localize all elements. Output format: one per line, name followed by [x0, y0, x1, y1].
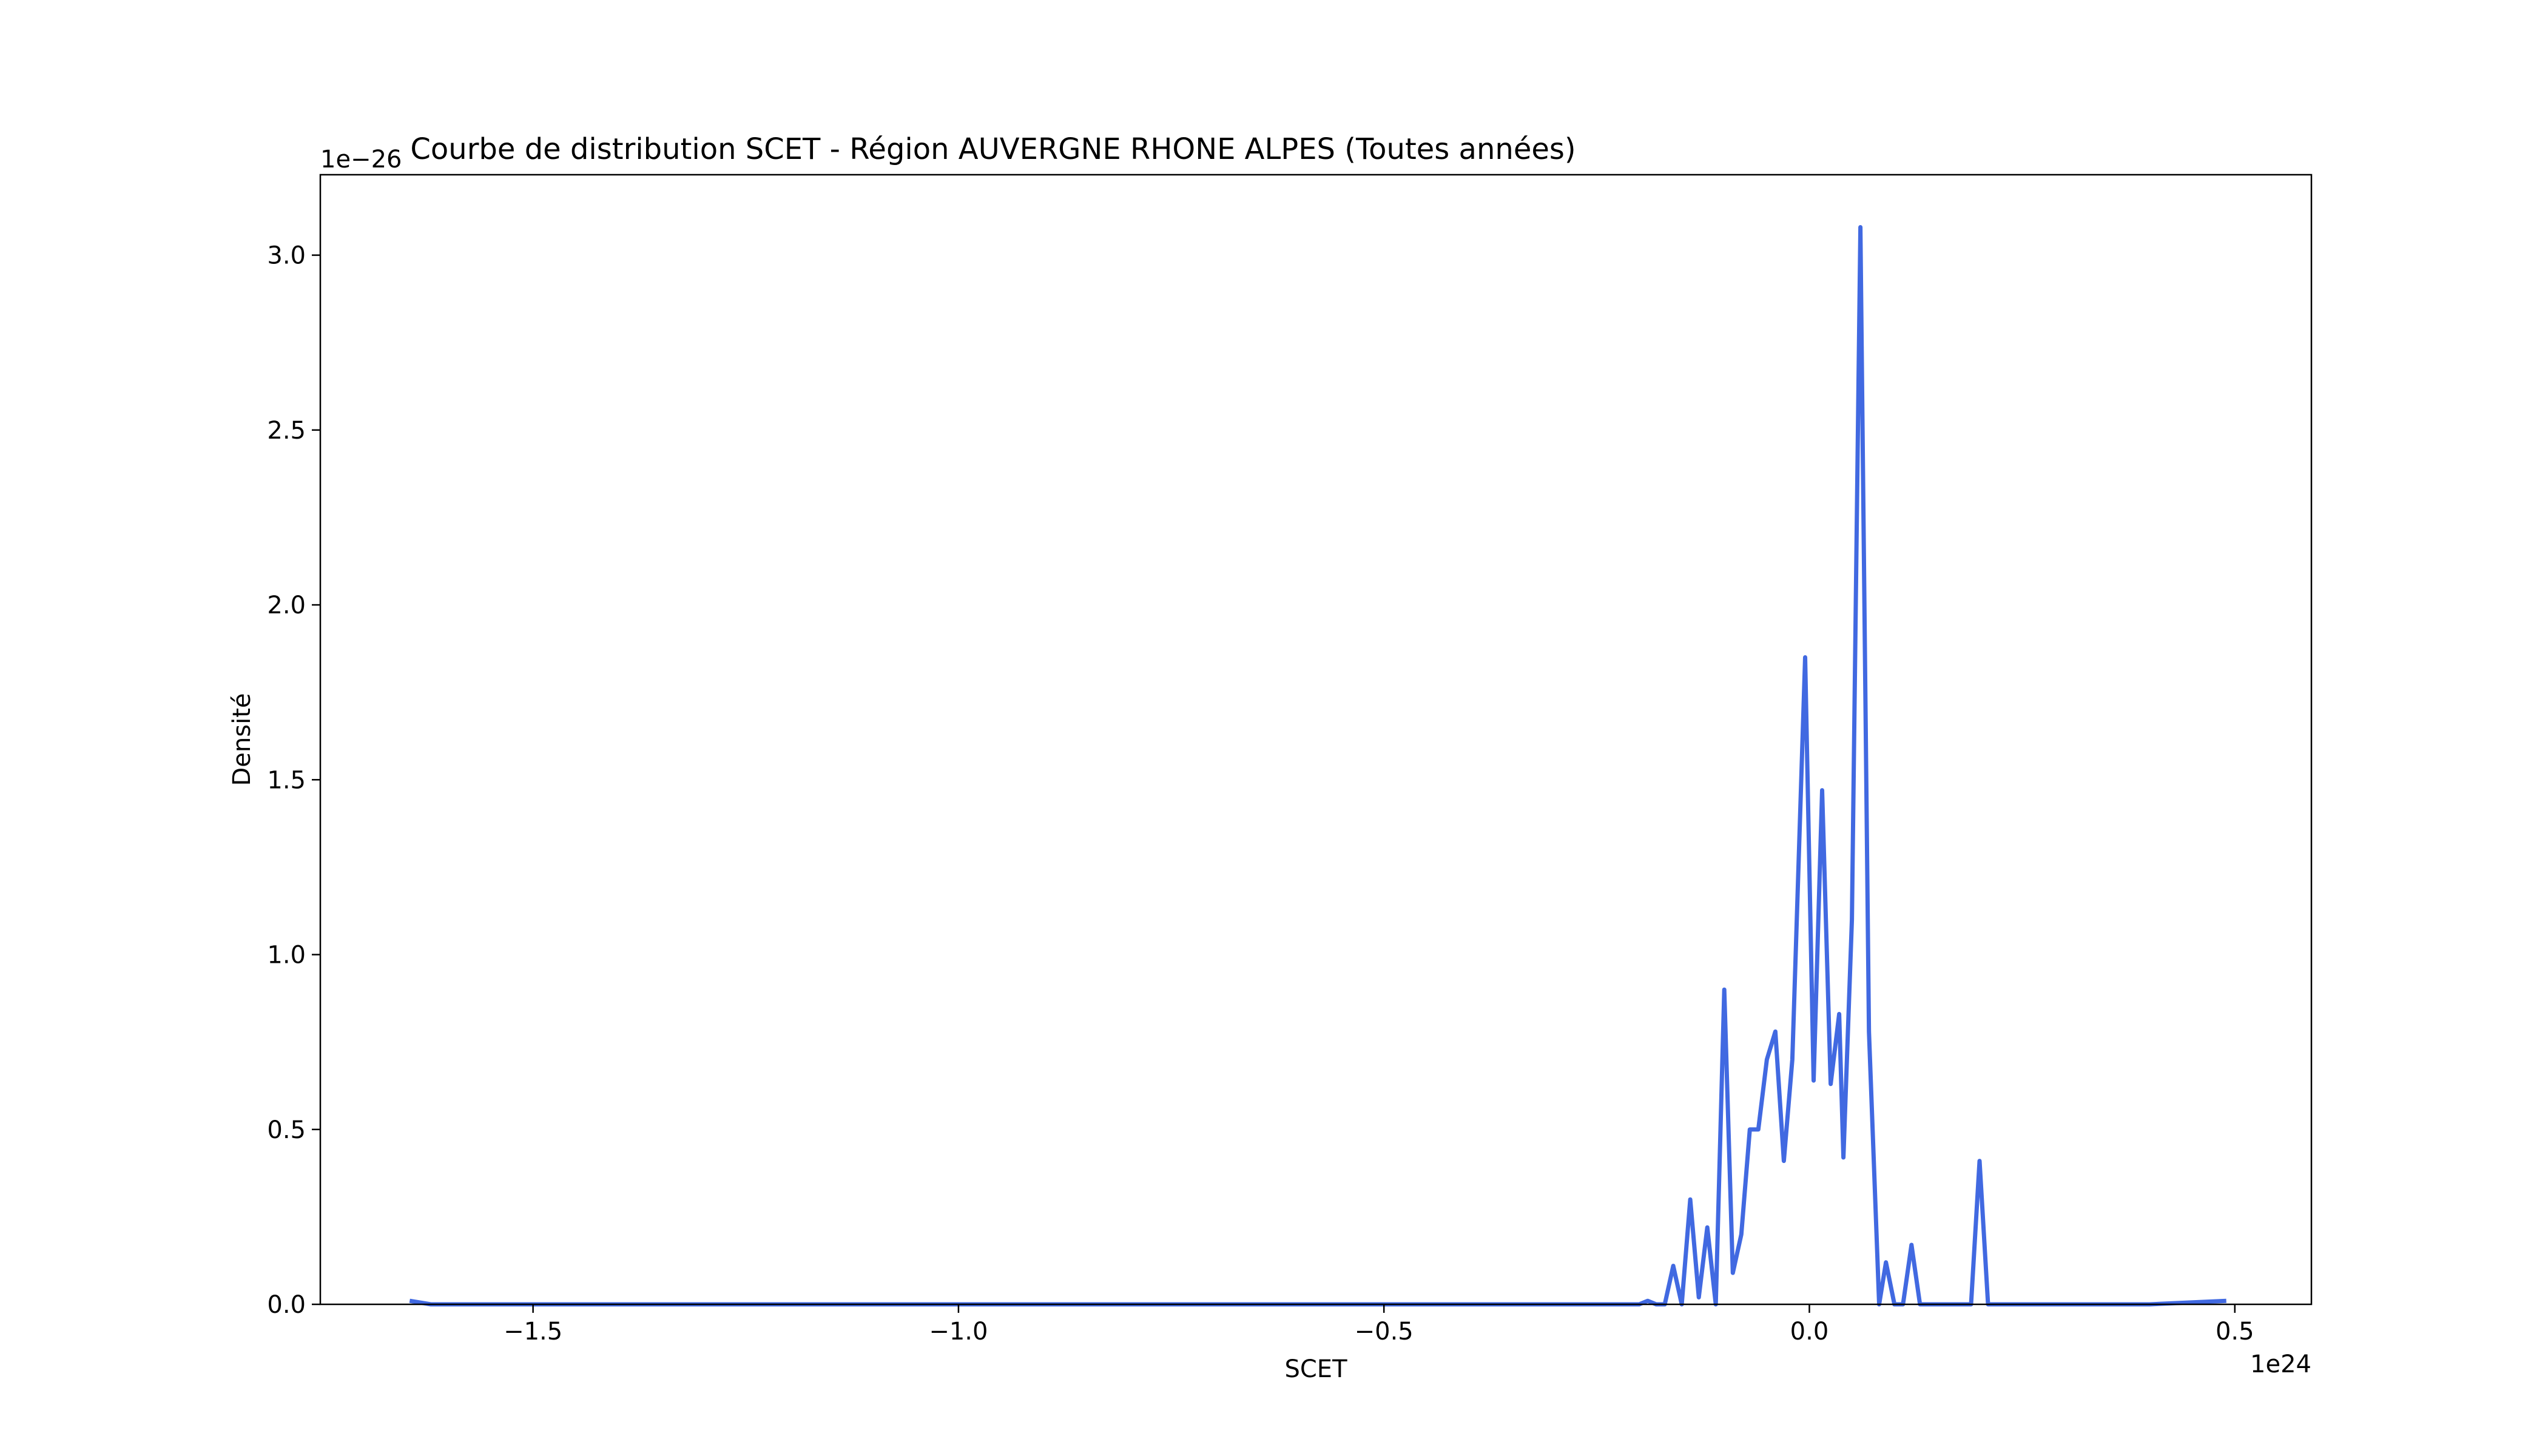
- x-axis-label: SCET: [1284, 1355, 1347, 1383]
- x-tick-label: −1.5: [504, 1318, 562, 1346]
- y-axis-ticks: 0.0 0.5 1.0 1.5 2.0 2.5 3.0: [267, 242, 320, 1319]
- chart-title: Courbe de distribution SCET - Région AUV…: [410, 132, 1576, 166]
- y-tick-label: 2.0: [267, 592, 306, 619]
- y-tick-label: 2.5: [267, 417, 306, 445]
- x-axis-ticks: −1.5 −1.0 −0.5 0.0 0.5: [504, 1304, 2254, 1346]
- y-tick-label: 0.5: [267, 1116, 306, 1144]
- y-axis-label: Densité: [228, 693, 256, 786]
- x-tick-label: 0.5: [2216, 1318, 2254, 1346]
- x-tick-label: 0.0: [1790, 1318, 1829, 1346]
- plot-frame: [319, 174, 2313, 1306]
- y-axis-offset-label: 1e−26: [320, 146, 402, 174]
- x-axis-offset-label: 1e24: [2250, 1350, 2311, 1378]
- y-tick-label: 1.0: [267, 942, 306, 969]
- y-tick-label: 1.5: [267, 766, 306, 794]
- y-tick-label: 3.0: [267, 242, 306, 270]
- y-tick-label: 0.0: [267, 1291, 306, 1319]
- x-tick-label: −1.0: [929, 1318, 988, 1346]
- x-tick-label: −0.5: [1355, 1318, 1414, 1346]
